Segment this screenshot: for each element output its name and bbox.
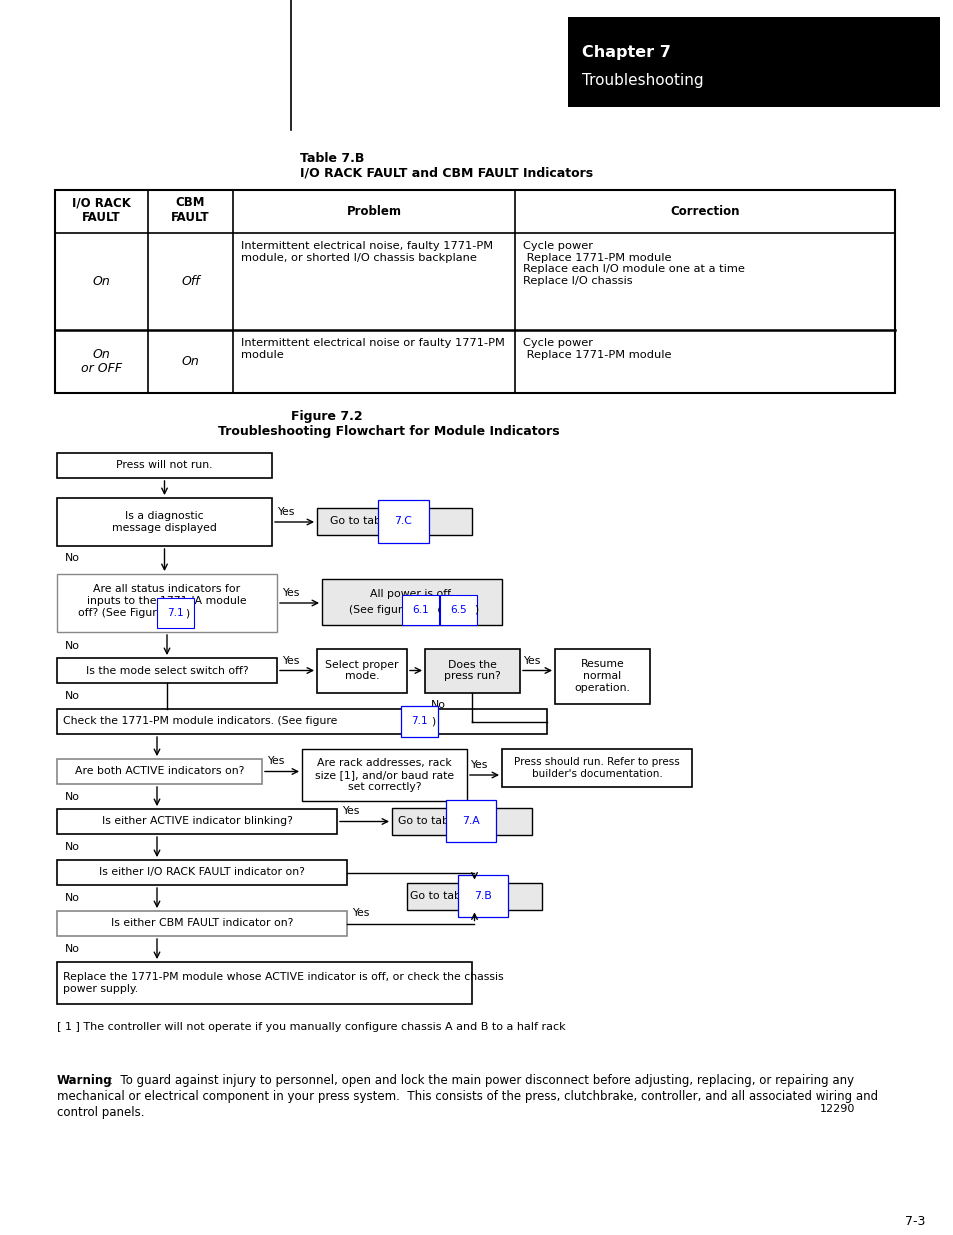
Text: Cycle power
 Replace 1771-PM module: Cycle power Replace 1771-PM module [522,338,671,359]
Text: off? (See Figure: off? (See Figure [78,608,167,618]
Text: No: No [65,893,80,903]
Text: CBM
FAULT: CBM FAULT [171,196,210,224]
Text: 7.A: 7.A [461,816,479,826]
Text: Yes: Yes [341,806,359,816]
Bar [57,658,276,683]
Bar [55,190,894,393]
Text: On: On [181,354,199,368]
Bar [567,17,939,107]
Bar [57,911,347,936]
Text: (See figure: (See figure [348,605,412,615]
Text: 7.1: 7.1 [411,716,427,726]
Text: Is either CBM FAULT indicator on?: Is either CBM FAULT indicator on? [111,919,293,929]
Bar [57,760,262,784]
Bar [57,709,546,734]
Text: ): ) [431,716,435,726]
Bar [57,498,272,546]
Bar [57,809,336,834]
Text: Press will not run.: Press will not run. [116,461,213,471]
Text: No: No [431,700,446,710]
Text: Yes: Yes [267,757,284,767]
Text: Is a diagnostic
message displayed: Is a diagnostic message displayed [112,511,216,532]
Text: Troubleshooting: Troubleshooting [581,73,703,88]
Text: Yes: Yes [276,508,294,517]
Text: On: On [92,275,111,288]
Bar [407,883,541,909]
Text: Press should run. Refer to press
builder's documentation.: Press should run. Refer to press builder… [514,757,679,779]
Text: Yes: Yes [352,909,369,919]
Text: [ 1 ] The controller will not operate if you manually configure chassis A and B : [ 1 ] The controller will not operate if… [57,1023,565,1032]
Text: Warning: Warning [57,1074,112,1087]
Text: Intermittent electrical noise, faulty 1771-PM
module, or shorted I/O chassis bac: Intermittent electrical noise, faulty 17… [241,241,493,263]
Bar [322,579,501,625]
Text: Is the mode select switch off?: Is the mode select switch off? [86,666,248,676]
Text: Go to table: Go to table [397,816,461,826]
Text: I/O RACK FAULT and CBM FAULT Indicators: I/O RACK FAULT and CBM FAULT Indicators [299,167,593,180]
Text: No: No [65,792,80,802]
Text: 7.C: 7.C [395,516,412,526]
Text: Does the
press run?: Does the press run? [444,659,500,682]
Text: Yes: Yes [470,760,487,769]
Text: Troubleshooting Flowchart for Module Indicators: Troubleshooting Flowchart for Module Ind… [218,425,559,438]
Text: Are all status indicators for
inputs to the 1771-IA module: Are all status indicators for inputs to … [87,584,247,606]
Text: Yes: Yes [522,656,539,666]
Text: 7.B: 7.B [474,890,492,902]
Text: 6.1: 6.1 [412,605,428,615]
Text: Go to table: Go to table [330,516,395,526]
Text: 6.5: 6.5 [450,605,466,615]
Bar [424,648,519,693]
Text: Resume
normal
operation.: Resume normal operation. [574,659,630,693]
Text: Figure 7.2: Figure 7.2 [291,410,362,424]
Bar [57,453,272,478]
Text: Table 7.B: Table 7.B [299,152,364,165]
Bar [392,808,532,835]
Text: Check the 1771-PM module indicators. (See figure: Check the 1771-PM module indicators. (Se… [63,716,340,726]
Text: I/O RACK
FAULT: I/O RACK FAULT [72,196,131,224]
Text: Off: Off [181,275,199,288]
Text: Are rack addresses, rack
size [1], and/or baud rate
set correctly?: Are rack addresses, rack size [1], and/o… [314,758,454,792]
Bar [57,860,347,885]
Text: On
or OFF: On or OFF [81,347,122,375]
Text: or: or [434,605,452,615]
Bar [57,962,472,1004]
Bar [57,574,276,632]
Bar [302,748,467,802]
Text: Yes: Yes [282,656,299,666]
Text: 7-3: 7-3 [904,1215,924,1228]
Bar [316,508,472,535]
Text: No: No [65,944,80,953]
Text: Is either I/O RACK FAULT indicator on?: Is either I/O RACK FAULT indicator on? [99,867,305,878]
Text: No: No [65,842,80,852]
Text: Problem: Problem [346,205,401,219]
Text: ): ) [185,608,189,618]
Text: Chapter 7: Chapter 7 [581,44,670,61]
Text: Are both ACTIVE indicators on?: Are both ACTIVE indicators on? [74,767,244,777]
Text: mechanical or electrical component in your press system.  This consists of the p: mechanical or electrical component in yo… [57,1091,877,1103]
Text: No: No [65,641,80,651]
Text: Replace the 1771-PM module whose ACTIVE indicator is off, or check the chassis
p: Replace the 1771-PM module whose ACTIVE … [63,972,503,994]
Text: Correction: Correction [670,205,739,219]
Text: :  To guard against injury to personnel, open and lock the main power disconnect: : To guard against injury to personnel, … [109,1074,853,1087]
Text: Intermittent electrical noise or faulty 1771-PM
module: Intermittent electrical noise or faulty … [241,338,504,359]
Text: 7.1: 7.1 [167,608,183,618]
Text: control panels.: control panels. [57,1107,144,1119]
Bar [555,648,649,704]
Bar [501,748,691,787]
Text: Select proper
mode.: Select proper mode. [325,659,398,682]
Text: Go to table: Go to table [410,890,474,902]
Text: No: No [65,692,80,701]
Text: All power is off.: All power is off. [370,589,454,599]
Text: Cycle power
 Replace 1771-PM module
Replace each I/O module one at a time
Replac: Cycle power Replace 1771-PM module Repla… [522,241,744,285]
Text: 12290: 12290 [820,1104,855,1114]
Text: No: No [65,553,80,563]
Text: ): ) [474,605,477,615]
Text: Yes: Yes [282,588,299,598]
Bar [316,648,407,693]
Text: Is either ACTIVE indicator blinking?: Is either ACTIVE indicator blinking? [101,816,293,826]
